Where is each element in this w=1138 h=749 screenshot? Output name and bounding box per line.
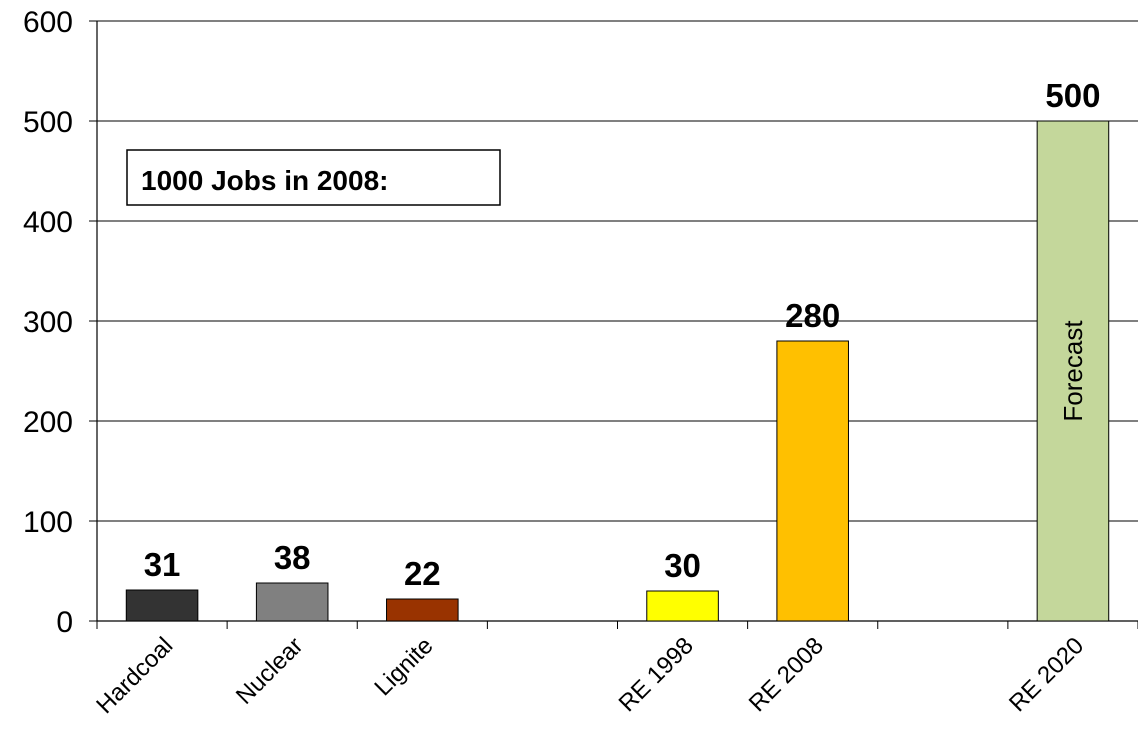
bar [125, 589, 199, 622]
bar [386, 598, 459, 622]
category-label: RE 2020 [1004, 632, 1089, 717]
bars [125, 120, 1110, 622]
annotation-box: 1000 Jobs in 2008: [126, 149, 501, 206]
data-label: 30 [664, 547, 701, 584]
bar [646, 590, 719, 622]
data-label: 280 [785, 297, 840, 334]
y-tick-label: 500 [23, 106, 73, 139]
y-tick-label: 300 [23, 306, 73, 339]
axes [89, 20, 1138, 629]
annotation-text: 1000 Jobs in 2008: [141, 165, 388, 196]
y-tick-label: 200 [23, 406, 73, 439]
y-tick-label: 400 [23, 206, 73, 239]
y-tick-label: 0 [56, 606, 73, 639]
category-label: Nuclear [231, 632, 309, 710]
category-label: RE 2008 [744, 632, 829, 717]
y-tick-label: 100 [23, 506, 73, 539]
bar [776, 340, 849, 622]
category-label: Lignite [369, 632, 438, 701]
bar [255, 582, 329, 622]
data-label: 38 [274, 539, 311, 576]
data-label: 22 [404, 555, 441, 592]
data-label: 500 [1045, 77, 1100, 114]
gridlines [97, 20, 1138, 522]
category-label: Hardcoal [91, 632, 178, 719]
data-label: 31 [144, 546, 181, 583]
bar-note: Forecast [1058, 320, 1088, 422]
y-tick-label: 600 [23, 6, 73, 39]
category-label: RE 1998 [614, 632, 699, 717]
bar [1036, 120, 1110, 622]
